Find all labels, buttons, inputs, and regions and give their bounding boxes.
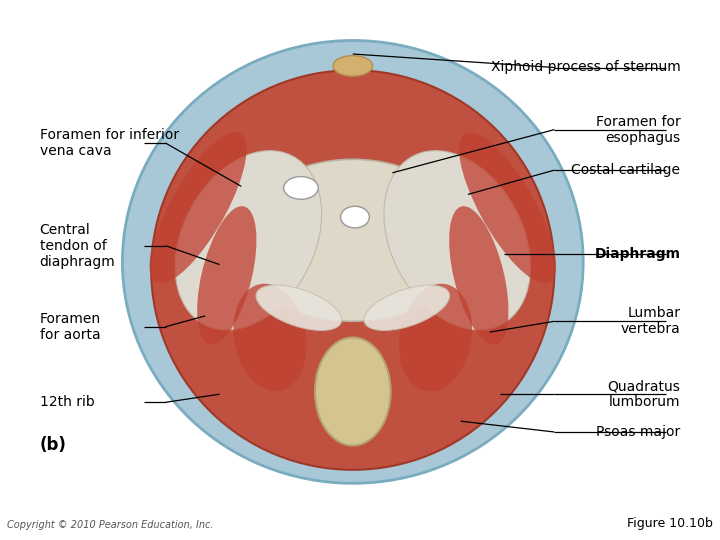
Text: Lumbar
vertebra: Lumbar vertebra (621, 306, 680, 336)
Ellipse shape (449, 206, 508, 345)
Text: Psoas major: Psoas major (596, 425, 680, 439)
Text: Foramen
for aorta: Foramen for aorta (40, 312, 101, 342)
Ellipse shape (364, 285, 449, 330)
Ellipse shape (315, 338, 391, 446)
Ellipse shape (341, 206, 369, 228)
Ellipse shape (384, 151, 531, 330)
Ellipse shape (333, 56, 373, 76)
Ellipse shape (150, 132, 246, 284)
Ellipse shape (122, 40, 583, 483)
Ellipse shape (284, 177, 318, 199)
Ellipse shape (197, 206, 256, 345)
Text: Foramen for inferior
vena cava: Foramen for inferior vena cava (40, 128, 179, 158)
Ellipse shape (151, 70, 554, 470)
Text: Figure 10.10b: Figure 10.10b (627, 517, 713, 530)
Text: Costal cartilage: Costal cartilage (572, 163, 680, 177)
Text: 12th rib: 12th rib (40, 395, 94, 409)
Text: Copyright © 2010 Pearson Education, Inc.: Copyright © 2010 Pearson Education, Inc. (7, 520, 214, 530)
Ellipse shape (175, 151, 322, 330)
Text: Foramen for
esophagus: Foramen for esophagus (595, 114, 680, 145)
Text: Diaphragm: Diaphragm (595, 247, 680, 261)
Text: Quadratus
lumborum: Quadratus lumborum (608, 379, 680, 409)
Ellipse shape (233, 284, 307, 392)
Ellipse shape (459, 132, 556, 284)
Text: (b): (b) (40, 436, 66, 455)
Ellipse shape (256, 285, 341, 330)
Ellipse shape (399, 284, 472, 392)
Ellipse shape (238, 159, 468, 321)
Text: Central
tendon of
diaphragm: Central tendon of diaphragm (40, 222, 115, 269)
Text: Xiphoid process of sternum: Xiphoid process of sternum (490, 60, 680, 75)
